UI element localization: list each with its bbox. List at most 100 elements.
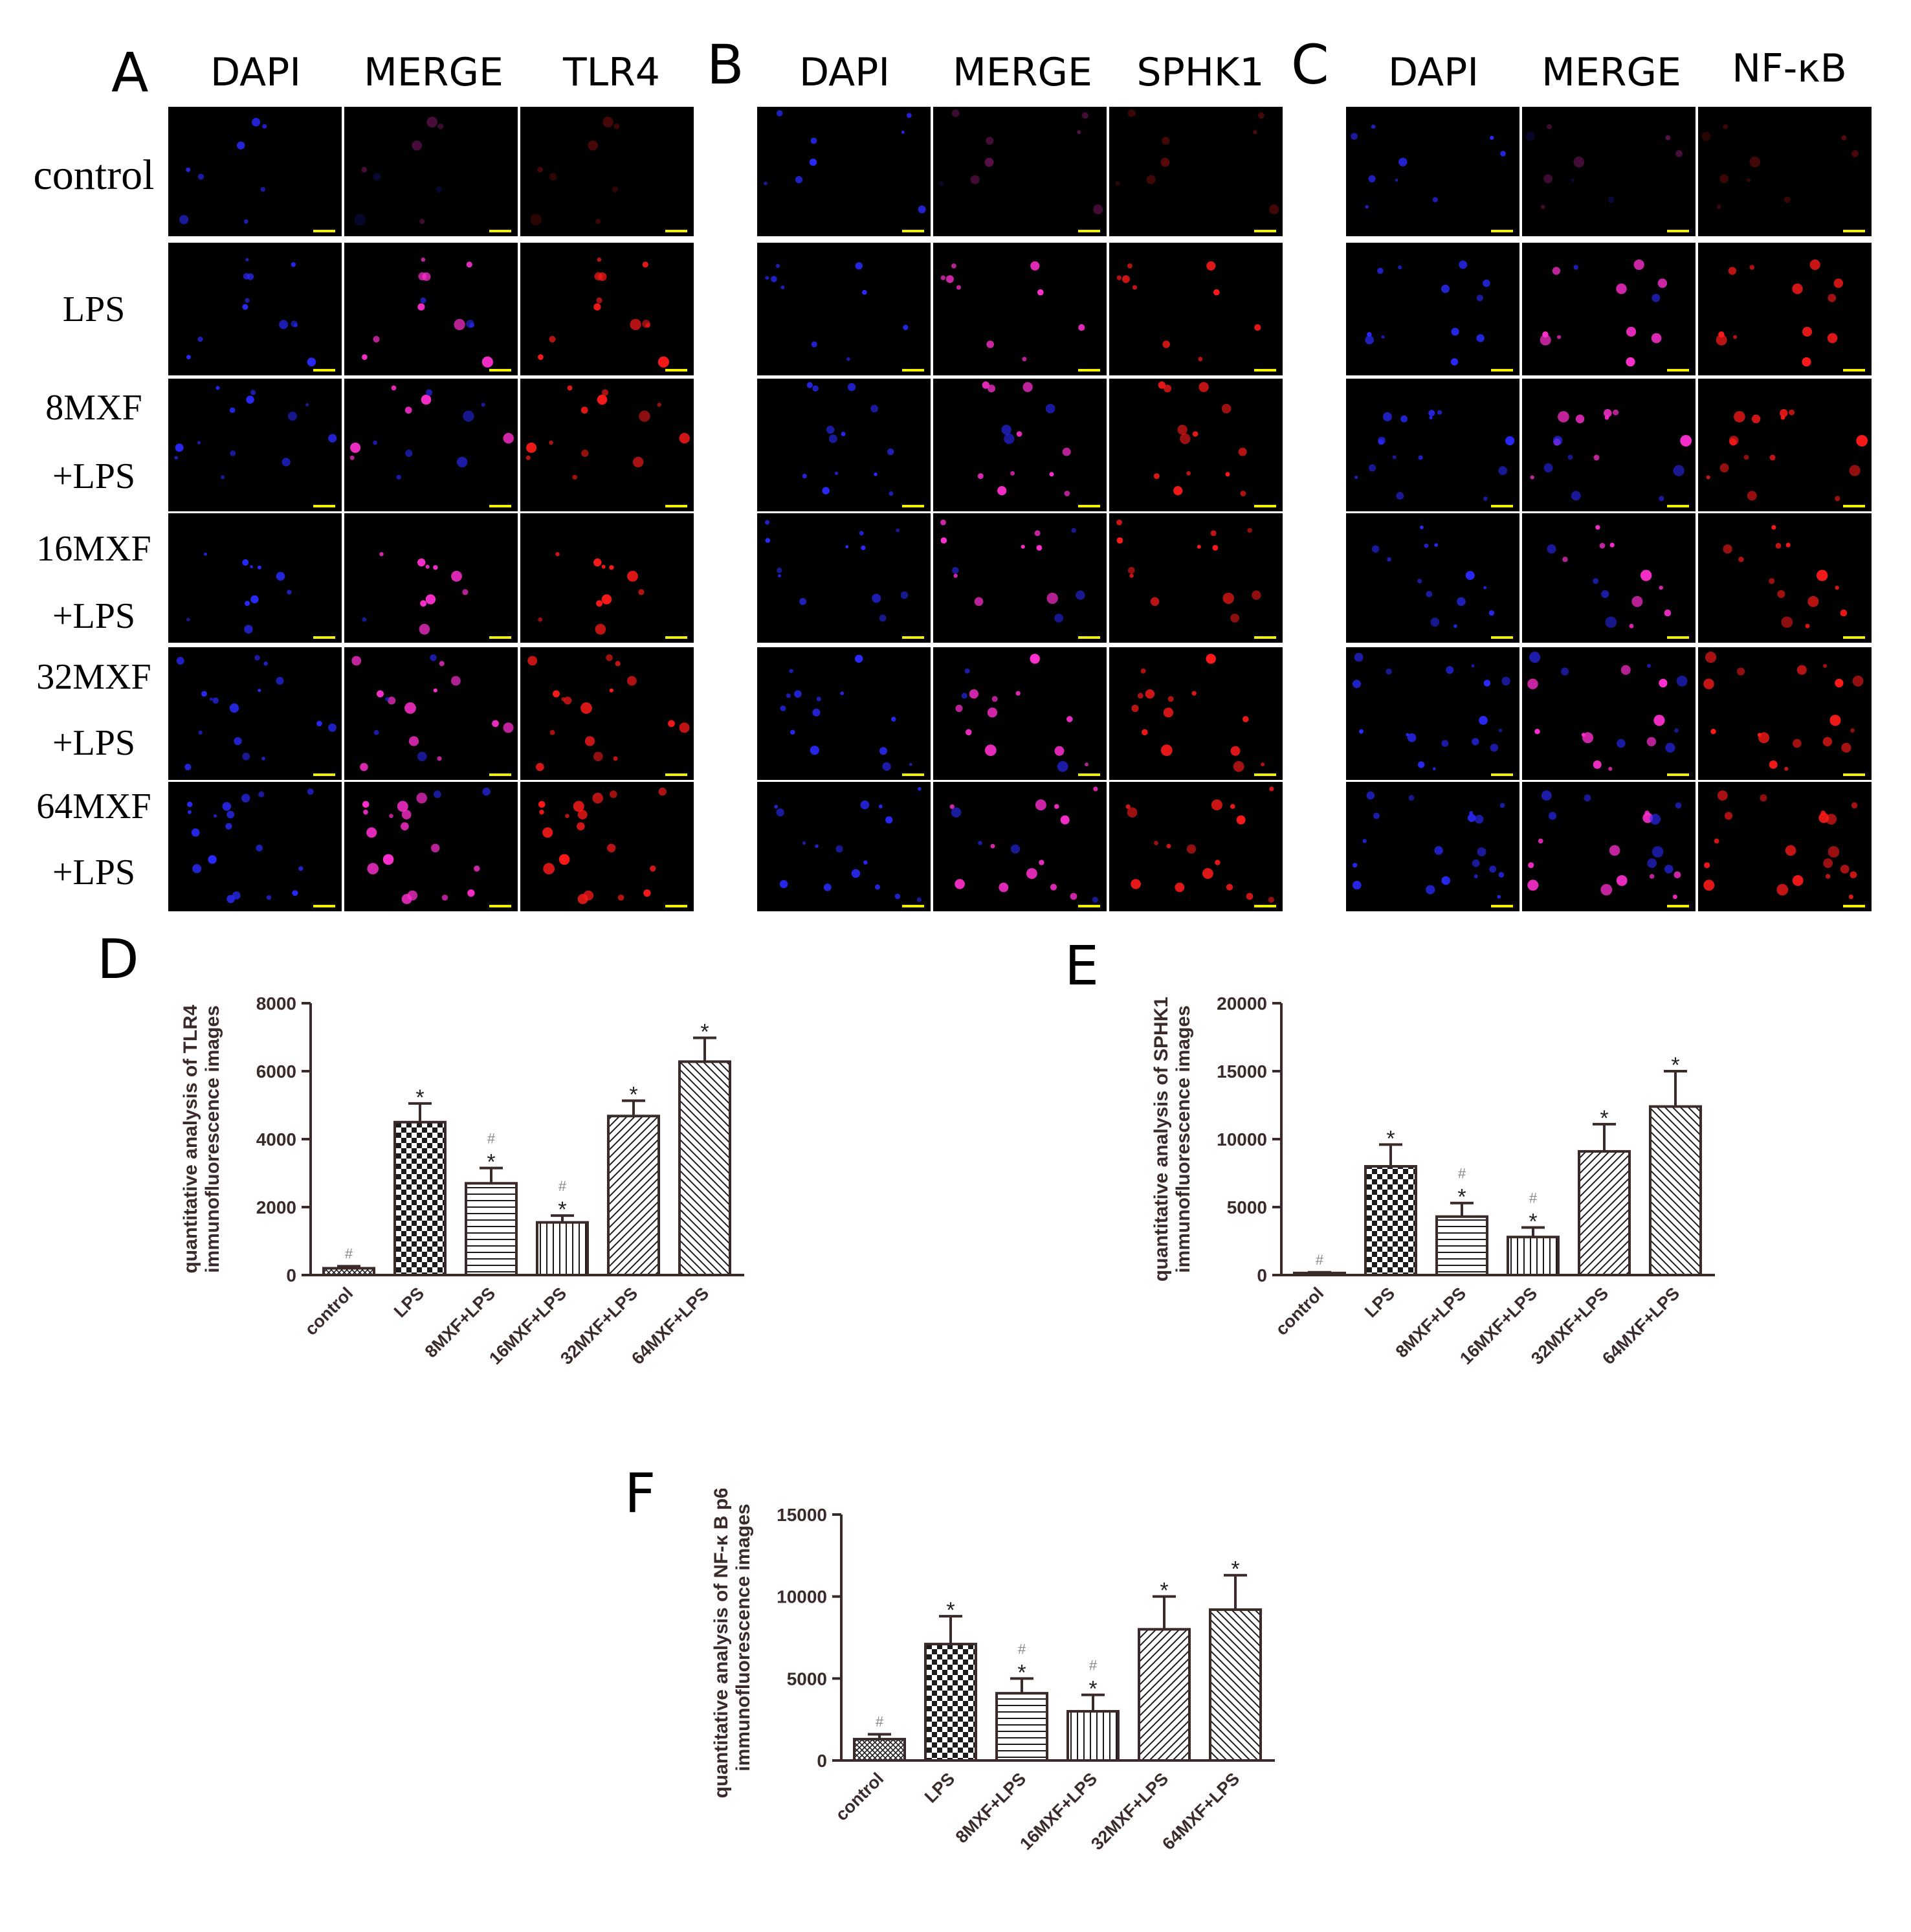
cell-spot bbox=[1825, 874, 1831, 879]
cell-spot bbox=[225, 823, 232, 830]
cell-spot bbox=[1616, 283, 1627, 294]
micrograph-b-row3-merge bbox=[933, 379, 1107, 511]
cell-spot bbox=[1162, 340, 1170, 348]
cell-spot bbox=[1620, 665, 1631, 675]
cell-spot bbox=[1593, 578, 1599, 584]
micrograph-c-row3-target bbox=[1698, 379, 1872, 511]
cell-spot bbox=[1351, 133, 1358, 140]
cell-spot bbox=[1626, 326, 1637, 337]
cell-spot bbox=[1769, 454, 1776, 461]
cell-spot bbox=[397, 801, 408, 812]
cell-spot bbox=[1252, 590, 1261, 600]
micrograph-b-row4-dapi bbox=[757, 513, 931, 643]
cell-spot bbox=[633, 456, 644, 468]
micrograph-b-row1-target bbox=[1109, 107, 1283, 236]
micrograph-image bbox=[1131, 654, 1276, 776]
cell-spot bbox=[420, 600, 427, 607]
cell-spot bbox=[204, 552, 207, 556]
cell-spot bbox=[1501, 676, 1510, 686]
cell-spot bbox=[597, 257, 602, 262]
col-header-b-sphk1: SPHK1 bbox=[1136, 50, 1265, 95]
cell-spot bbox=[1173, 486, 1183, 496]
cell-spot bbox=[1226, 883, 1233, 891]
cell-spot bbox=[592, 792, 603, 804]
cell-spot bbox=[1499, 803, 1505, 808]
cell-spot bbox=[777, 110, 783, 117]
row-label-lps: LPS bbox=[62, 289, 126, 329]
cell-spot bbox=[1395, 179, 1398, 182]
cell-spot bbox=[367, 863, 379, 874]
scale-bar bbox=[1491, 773, 1513, 776]
cell-spot bbox=[580, 406, 588, 414]
cell-spot bbox=[1483, 680, 1491, 687]
cell-spot bbox=[951, 263, 956, 269]
cell-spot bbox=[1198, 357, 1203, 362]
col-header-c-nfkb: NF-κB bbox=[1732, 46, 1847, 91]
cell-spot bbox=[1474, 874, 1478, 879]
micrograph-image bbox=[538, 787, 687, 907]
micrograph-image bbox=[1540, 259, 1689, 372]
cell-spot bbox=[1070, 893, 1077, 900]
scale-bar bbox=[1491, 505, 1513, 507]
cell-spot bbox=[1758, 732, 1770, 744]
cell-spot bbox=[420, 297, 426, 304]
y-axis-label: quantitative analysis of NF-κ B p65immun… bbox=[711, 1489, 754, 1798]
cell-spot bbox=[1651, 846, 1664, 858]
cell-spot bbox=[539, 810, 544, 815]
micrograph-c-row2-merge bbox=[1522, 243, 1696, 375]
cell-spot bbox=[1538, 838, 1543, 844]
micrograph-image bbox=[1351, 124, 1513, 232]
cell-spot bbox=[229, 703, 239, 713]
cell-spot bbox=[1789, 409, 1795, 416]
micrograph-b-row6-dapi bbox=[757, 782, 931, 911]
cell-spot bbox=[1573, 156, 1585, 168]
cell-spot bbox=[577, 822, 585, 830]
cell-spot bbox=[1225, 472, 1230, 477]
y-axis-label-line2: immunofluorescence images bbox=[733, 1504, 754, 1771]
cell-spot bbox=[1640, 570, 1652, 581]
scale-bar bbox=[902, 230, 924, 232]
cell-spot bbox=[1371, 124, 1376, 129]
cell-spot bbox=[481, 403, 485, 407]
scale-bar bbox=[1667, 636, 1689, 639]
cell-spot bbox=[564, 696, 572, 705]
cell-spot bbox=[794, 690, 802, 698]
cell-spot bbox=[1526, 131, 1535, 141]
cell-spot bbox=[609, 688, 613, 693]
cell-spot bbox=[601, 564, 606, 569]
micrograph-b-row6-target bbox=[1109, 782, 1283, 911]
cell-spot bbox=[903, 324, 909, 331]
cell-spot bbox=[230, 450, 236, 456]
cell-spot bbox=[1675, 802, 1682, 809]
micrograph-image bbox=[176, 655, 337, 776]
scale-bar bbox=[1667, 369, 1689, 372]
scale-bar bbox=[1254, 636, 1276, 639]
cell-spot bbox=[835, 845, 843, 853]
cell-spot bbox=[1459, 260, 1468, 269]
x-tick-label: control bbox=[832, 1769, 887, 1825]
cell-spot bbox=[1426, 590, 1433, 597]
cell-spot bbox=[1093, 786, 1098, 792]
cell-spot bbox=[305, 403, 309, 406]
cell-spot bbox=[840, 691, 845, 696]
cell-spot bbox=[1743, 454, 1749, 460]
cell-spot bbox=[457, 456, 468, 468]
cell-spot bbox=[433, 688, 437, 693]
significance-hash: # bbox=[345, 1245, 353, 1261]
significance-star: * bbox=[558, 1197, 566, 1222]
cell-spot bbox=[1127, 109, 1136, 117]
cell-spot bbox=[431, 843, 440, 852]
row-label-8mxf-lps: +LPS bbox=[52, 456, 136, 496]
micrograph-image bbox=[1354, 410, 1515, 507]
scale-bar bbox=[1078, 905, 1100, 907]
cell-spot bbox=[1673, 465, 1685, 476]
cell-spot bbox=[595, 623, 606, 635]
scale-bar bbox=[1491, 230, 1513, 232]
cell-spot bbox=[799, 598, 806, 605]
cell-spot bbox=[1651, 333, 1662, 344]
scale-bar bbox=[665, 505, 687, 507]
cell-spot bbox=[1547, 544, 1556, 554]
cell-spot bbox=[802, 474, 807, 479]
cell-spot bbox=[1474, 814, 1484, 824]
cell-spot bbox=[984, 157, 994, 167]
